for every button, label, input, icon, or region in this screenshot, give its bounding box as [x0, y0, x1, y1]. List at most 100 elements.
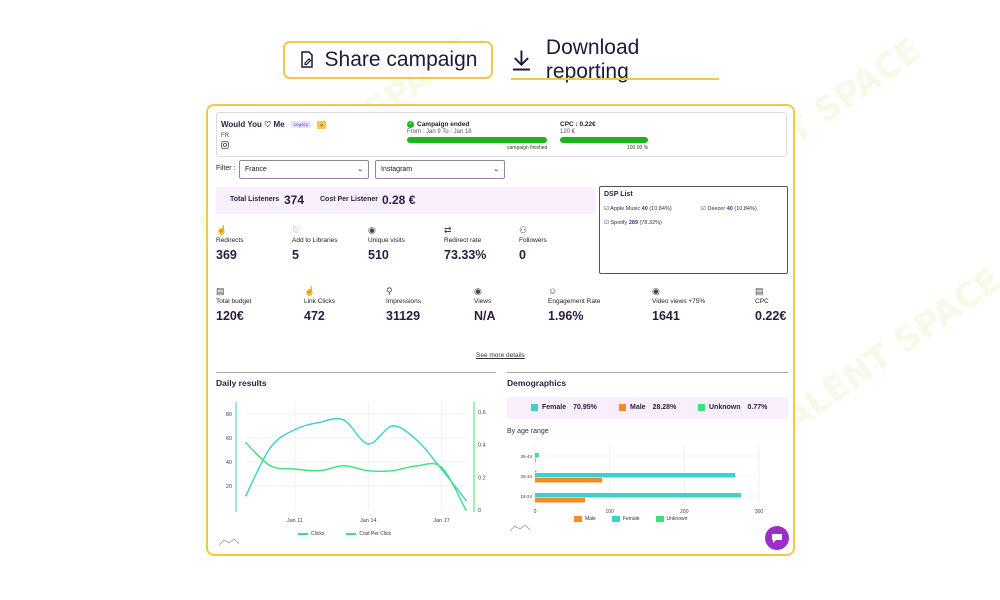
data-point [293, 428, 296, 431]
legend-cost-per-click[interactable]: Cost Per Click [346, 531, 391, 537]
metric-unique-visits: ◉ Unique visits 510 [368, 225, 405, 262]
metric-value: 73.33% [444, 248, 487, 262]
country-select-value: France [245, 166, 267, 173]
daily-results-chart: Jan 11 Jan 14 Jan 17 20 40 60 80 0 0.2 0.4 0.6 [226, 402, 486, 524]
campaign-country: FR [221, 133, 229, 139]
metric-value: 0 [519, 248, 526, 262]
legend-line-icon [298, 533, 308, 535]
chevron-down-icon[interactable]: ⌄ [317, 120, 327, 129]
person-icon: ⚲ [386, 286, 393, 296]
share-campaign-label: Share campaign [324, 48, 478, 71]
y-right-tick-label: 0.2 [478, 475, 486, 481]
total-listeners-value: 374 [284, 193, 305, 207]
redirect-icon: ⇄ [444, 225, 452, 235]
campaign-title: Would You ♡ Me [221, 120, 285, 129]
metric-redirects: ☝ Redirects 369 [216, 225, 243, 262]
share-campaign-button[interactable]: Share campaign [283, 41, 493, 79]
bar-male-35-44 [535, 458, 536, 463]
y-right-tick-label: 0.6 [478, 410, 486, 416]
data-point [245, 494, 247, 497]
legend-male[interactable]: Male [574, 516, 596, 522]
edit-document-icon [300, 51, 313, 68]
metric-label: Link Clicks [304, 298, 336, 305]
data-point [367, 469, 370, 472]
download-underline [511, 78, 719, 80]
gender-male: Male 28.28% [619, 404, 676, 411]
metric-redirect-rate: ⇄ Redirect rate 73.33% [444, 225, 486, 262]
metric-label: Views [474, 298, 492, 305]
male-swatch [574, 516, 582, 522]
data-point [318, 469, 321, 472]
bar-female-18-24 [535, 493, 742, 498]
checkbox-icon: ☑ [604, 206, 609, 212]
country-select[interactable]: France ⌄ [239, 160, 369, 179]
data-point [269, 446, 272, 449]
metric-value: 5 [292, 248, 299, 262]
metric-value: 120€ [216, 309, 244, 323]
x-tick-label: Jan 17 [433, 518, 450, 524]
campaign-progress-track [407, 137, 547, 143]
data-point [465, 509, 467, 511]
sparkline-icon [218, 538, 240, 546]
data-point [391, 425, 394, 427]
metric-engagement-rate: ☺ Engagement Rate 1.96% [548, 286, 600, 323]
cpc-title: CPC : 0.22€ [560, 121, 596, 128]
metric-value: 1641 [652, 309, 680, 323]
y-right-tick-label: 0.4 [478, 443, 486, 449]
y-tick-label: 18-24 [520, 494, 532, 499]
metric-label: Impressions [386, 298, 422, 305]
legend-clicks[interactable]: Clicks [298, 531, 324, 537]
bar-unknown-25-34 [535, 470, 537, 473]
metric-value: 1.96% [548, 309, 584, 323]
y-left-tick-label: 80 [226, 412, 232, 418]
data-point [342, 464, 345, 467]
legend-unknown[interactable]: Unknown [655, 516, 687, 522]
cost-per-listener-value: 0.28 € [382, 193, 416, 207]
campaign-progress-fill [407, 137, 547, 143]
bar-male-25-34 [535, 478, 603, 483]
metric-value: 31129 [386, 309, 421, 323]
total-listeners-label: Total Listeners [230, 196, 280, 203]
y-tick-label: 25-34 [520, 474, 532, 479]
data-point [367, 443, 370, 445]
cpc-progress-fill [560, 137, 648, 143]
female-swatch [611, 516, 620, 522]
data-point [245, 442, 247, 444]
legend-label: Clicks [311, 531, 325, 537]
x-tick-label: Jan 14 [360, 518, 377, 524]
budget-icon: ▤ [755, 286, 764, 296]
data-point [342, 419, 345, 421]
bar-female-35-44 [535, 453, 539, 458]
budget-icon: ▤ [216, 286, 225, 296]
see-more-details-link[interactable]: See more details [476, 352, 525, 359]
legend-female[interactable]: Female [611, 516, 640, 522]
metric-label: Add to Libraries [292, 237, 338, 244]
metric-value: 0.22€ [755, 309, 787, 323]
platform-select[interactable]: Instagram ⌄ [375, 160, 505, 179]
legend-label: Cost Per Click [359, 531, 392, 537]
metric-followers: ⚇ Followers 0 [519, 225, 547, 262]
metric-impressions: ⚲ Impressions 31129 [386, 286, 421, 323]
eye-icon: ◉ [474, 286, 482, 296]
demographics-divider [507, 372, 788, 373]
metric-label: Engagement Rate [548, 298, 601, 305]
y-left-tick-label: 40 [226, 460, 232, 466]
pointer-icon: ☝ [304, 286, 316, 296]
report-panel: Would You ♡ Me Legacy ⌄ FR ✓ Campaign en… [206, 104, 795, 556]
demographics-title: Demographics [507, 378, 567, 388]
x-tick-label: 200 [680, 509, 689, 515]
campaign-card: Would You ♡ Me Legacy ⌄ FR ✓ Campaign en… [216, 112, 787, 157]
y-right-tick-label: 0 [478, 508, 481, 514]
gender-unknown: Unknown 0.77% [698, 404, 767, 411]
download-icon [512, 50, 531, 71]
daily-results-title: Daily results [216, 378, 267, 388]
data-point [440, 466, 443, 469]
data-point [416, 464, 419, 467]
metric-label: Redirect rate [444, 237, 482, 244]
chat-button[interactable] [765, 526, 789, 550]
metric-value: 369 [216, 248, 237, 262]
bar-female-25-34 [535, 473, 736, 478]
download-reporting-button[interactable]: Download reporting [511, 36, 719, 83]
heart-icon: ♡ [292, 225, 301, 235]
download-reporting-label: Download reporting [545, 36, 640, 83]
